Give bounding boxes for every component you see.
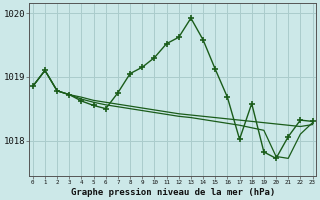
X-axis label: Graphe pression niveau de la mer (hPa): Graphe pression niveau de la mer (hPa) [70, 188, 275, 197]
